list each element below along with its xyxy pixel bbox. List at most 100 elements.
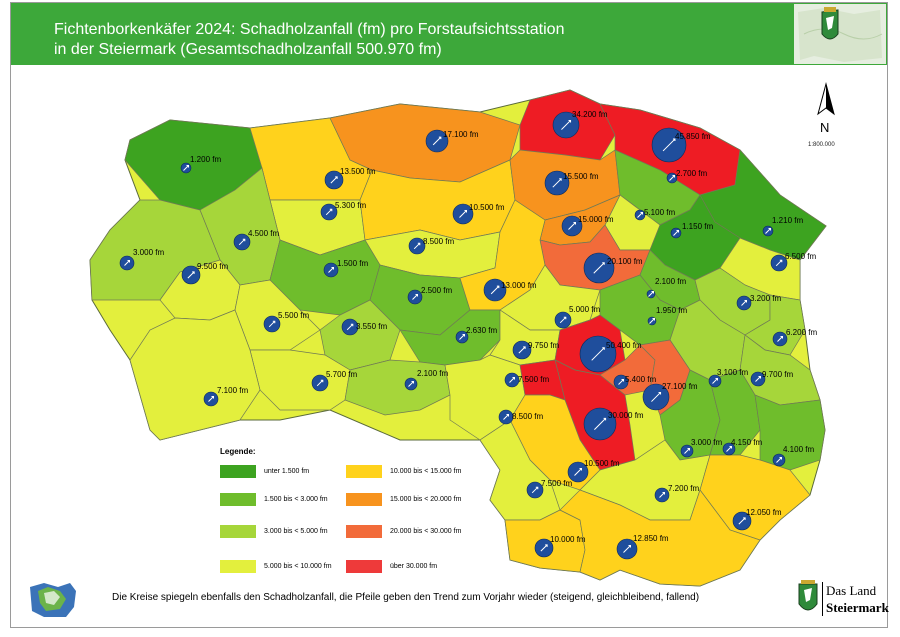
trend-arrow-icon xyxy=(593,262,605,274)
station-marker: 30.000 fm xyxy=(583,407,644,441)
station-marker: 50.400 fm xyxy=(579,335,642,373)
gis-logo xyxy=(24,577,80,621)
legend-item: 10.000 bis < 15.000 fm xyxy=(346,465,461,478)
trend-arrow-icon xyxy=(531,486,539,494)
station-label: 12.050 fm xyxy=(746,508,782,517)
trend-arrow-icon xyxy=(738,517,746,525)
legend-label: 1.500 bis < 3.000 fm xyxy=(264,496,328,503)
station-marker: 5.300 fm xyxy=(320,201,366,221)
station-label: 5.100 fm xyxy=(644,208,675,217)
north-arrow-icon xyxy=(817,82,835,116)
trend-arrow-icon xyxy=(408,381,414,387)
station-marker: 17.100 fm xyxy=(425,129,479,153)
trend-arrow-icon xyxy=(618,379,624,385)
trend-arrow-icon xyxy=(637,212,643,218)
station-label: 7.500 fm xyxy=(518,375,549,384)
station-marker: 1.950 fm xyxy=(647,306,687,326)
legend-label: 15.000 bis < 20.000 fm xyxy=(390,496,462,503)
station-marker: 15.000 fm xyxy=(561,215,614,237)
station-marker: 13.500 fm xyxy=(324,167,376,190)
station-marker: 15.500 fm xyxy=(544,170,599,196)
station-label: 27.100 fm xyxy=(662,382,698,391)
station-label: 1.950 fm xyxy=(656,306,687,315)
station-label: 4.150 fm xyxy=(731,438,762,447)
land-steiermark-logo xyxy=(796,580,882,622)
trend-arrow-icon xyxy=(540,544,548,552)
trend-arrow-icon xyxy=(591,347,605,361)
station-label: 13.000 fm xyxy=(501,281,537,290)
region-4150 xyxy=(709,369,761,456)
station-label: 7.200 fm xyxy=(668,484,699,493)
station-label: 5.400 fm xyxy=(625,375,656,384)
station-label: 15.000 fm xyxy=(578,215,614,224)
station-marker: 5.500 fm xyxy=(263,311,309,333)
title-bar xyxy=(11,3,887,65)
map-scale: 1:800.000 xyxy=(808,142,835,148)
trend-arrow-icon xyxy=(741,300,747,306)
station-marker: 1.200 fm xyxy=(180,155,221,174)
station-label: 2.100 fm xyxy=(417,369,448,378)
trend-arrow-icon xyxy=(669,175,675,181)
station-marker: 3.000 fm xyxy=(680,438,722,458)
station-label: 34.200 fm xyxy=(572,110,608,119)
region-7100 xyxy=(129,309,261,441)
station-marker: 8.500 fm xyxy=(408,237,454,255)
legend-swatch xyxy=(346,465,382,478)
station-marker: 10.000 fm xyxy=(534,535,586,558)
trend-arrow-icon xyxy=(490,285,500,295)
title-line-1: Fichtenborkenkäfer 2024: Schadholzanfall… xyxy=(54,21,565,38)
trend-arrow-icon xyxy=(518,346,526,354)
legend-swatch xyxy=(220,525,256,538)
trend-arrow-icon xyxy=(651,391,662,402)
station-marker: 20.100 fm xyxy=(583,252,643,284)
station-marker: 2.700 fm xyxy=(666,169,707,184)
station-label: 2.500 fm xyxy=(421,286,452,295)
trend-arrow-icon xyxy=(328,267,334,273)
station-label: 2.630 fm xyxy=(466,326,497,335)
station-label: 5.300 fm xyxy=(335,201,366,210)
station-label: 7.100 fm xyxy=(217,386,248,395)
legend-label: 10.000 bis < 15.000 fm xyxy=(390,468,462,475)
trend-arrow-icon xyxy=(659,492,665,498)
trend-arrow-icon xyxy=(662,138,676,152)
station-marker: 7.100 fm xyxy=(203,386,248,407)
station-marker: 6.500 fm xyxy=(770,252,816,272)
legend-swatch xyxy=(346,560,382,573)
trend-arrow-icon xyxy=(509,377,515,383)
trend-arrow-icon xyxy=(649,318,655,324)
station-marker: 12.850 fm xyxy=(616,534,669,560)
station-label: 20.100 fm xyxy=(607,257,643,266)
page-title: Fichtenborkenkäfer 2024: Schadholzanfall… xyxy=(54,20,564,60)
legend-item: 5.000 bis < 10.000 fm xyxy=(220,560,332,573)
legend-title: Legende: xyxy=(220,447,256,456)
trend-arrow-icon xyxy=(413,242,421,250)
legend-label: unter 1.500 fm xyxy=(264,468,310,475)
station-marker: 7.200 fm xyxy=(654,484,699,503)
station-marker: 2.100 fm xyxy=(404,369,448,391)
station-label: 45.850 fm xyxy=(675,132,711,141)
station-marker: 8.500 fm xyxy=(498,409,543,425)
station-marker: 2.630 fm xyxy=(455,326,497,344)
land-line-1: Das Land xyxy=(826,583,877,598)
station-label: 15.500 fm xyxy=(563,172,599,181)
station-marker: 10.500 fm xyxy=(567,459,620,483)
station-label: 13.500 fm xyxy=(340,167,376,176)
station-marker: 27.100 fm xyxy=(642,382,698,411)
trend-arrow-icon xyxy=(648,291,654,297)
trend-arrow-icon xyxy=(503,414,509,420)
trend-arrow-icon xyxy=(765,228,771,234)
legend-swatch xyxy=(346,525,382,538)
station-label: 3.000 fm xyxy=(133,248,164,257)
station-marker: 3.100 fm xyxy=(708,368,748,388)
footer-note: Die Kreise spiegeln ebenfalls den Schadh… xyxy=(112,592,700,603)
legend-label: über 30.000 fm xyxy=(390,563,438,570)
station-marker: 7.500 fm xyxy=(526,479,572,499)
trend-arrow-icon xyxy=(755,376,761,382)
land-line-2: Steiermark xyxy=(826,600,889,615)
station-label: 2.700 fm xyxy=(676,169,707,178)
trend-arrow-icon xyxy=(777,336,783,342)
legend-item: unter 1.500 fm xyxy=(220,465,309,478)
station-label: 3.000 fm xyxy=(691,438,722,447)
station-marker: 5.000 fm xyxy=(554,305,600,329)
station-marker: 1.500 fm xyxy=(323,259,368,278)
